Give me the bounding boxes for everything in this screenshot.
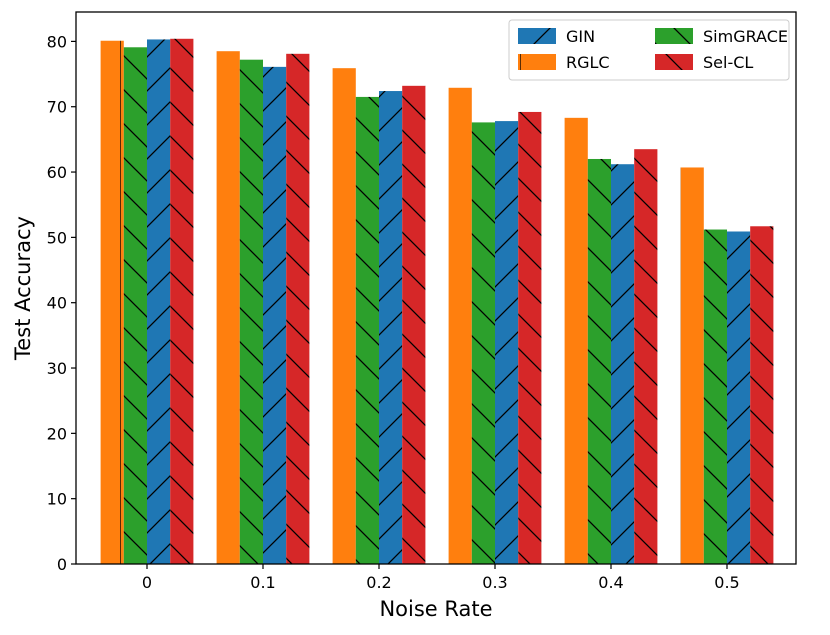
y-tick-label: 70 (47, 98, 67, 117)
legend-swatch-sel-cl (655, 54, 693, 70)
x-tick-label: 0.5 (714, 573, 739, 592)
y-tick-label: 0 (57, 555, 67, 574)
bar-gin-0.3 (495, 121, 519, 564)
y-tick-label: 20 (47, 424, 67, 443)
bar-sel-cl-0.5 (750, 226, 774, 564)
y-tick-label: 80 (47, 32, 67, 51)
bar-sel-cl-0.1 (286, 53, 310, 565)
legend-box (508, 19, 790, 81)
bar-rglc-0.5 (680, 167, 704, 564)
legend-swatch-rglc (518, 54, 556, 70)
bar-rglc-0 (100, 40, 124, 565)
bar-simgrace-0.3 (471, 122, 495, 565)
x-tick-label: 0 (142, 573, 152, 592)
bar-gin-0.2 (379, 91, 403, 564)
bar-sel-cl-0.4 (634, 149, 658, 564)
y-tick-label: 10 (47, 490, 67, 509)
y-axis: 0 10 20 30 40 50 60 70 80 (47, 32, 76, 574)
bar-rglc-0.3 (448, 87, 472, 564)
bar-simgrace-0.4 (587, 158, 611, 565)
plot-frame (75, 11, 797, 565)
bar-sel-cl-0.3 (518, 111, 542, 564)
bar-simgrace-0.5 (703, 229, 727, 564)
bar-sel-cl-0.2 (402, 85, 426, 564)
bars-layer (100, 38, 774, 565)
y-tick-label: 60 (47, 163, 67, 182)
bar-gin-0.4 (611, 164, 635, 564)
legend-swatch-simgrace (655, 28, 693, 44)
bar-rglc-0.4 (564, 117, 588, 564)
y-axis-title: Test Accuracy (11, 216, 35, 361)
bar-rglc-0.1 (216, 51, 240, 564)
bar-simgrace-0.2 (355, 96, 379, 565)
bar-gin-0 (147, 39, 171, 564)
legend-label-sel-cl: Sel-CL (703, 53, 753, 72)
legend-swatch-gin (518, 28, 556, 44)
bar-gin-0.5 (727, 231, 751, 565)
y-tick-label: 50 (47, 228, 67, 247)
x-tick-label: 0.4 (598, 573, 623, 592)
legend-label-rglc: RGLC (566, 53, 610, 72)
legend-label-simgrace: SimGRACE (703, 27, 788, 46)
legend-label-gin: GIN (566, 27, 595, 46)
bar-sel-cl-0 (170, 38, 194, 564)
x-tick-label: 0.1 (250, 573, 275, 592)
x-axis: 0 0.1 0.2 0.3 0.4 0.5 (142, 564, 740, 592)
legend: GIN RGLC SimGRACE Sel-CL (508, 19, 790, 81)
bar-rglc-0.2 (332, 68, 356, 565)
bar-simgrace-0.1 (239, 59, 263, 564)
bar-gin-0.1 (263, 66, 287, 565)
bar-simgrace-0 (123, 47, 147, 564)
y-tick-label: 30 (47, 359, 67, 378)
x-axis-title: Noise Rate (379, 597, 492, 621)
y-tick-label: 40 (47, 294, 67, 313)
x-tick-label: 0.3 (482, 573, 507, 592)
x-tick-label: 0.2 (366, 573, 391, 592)
